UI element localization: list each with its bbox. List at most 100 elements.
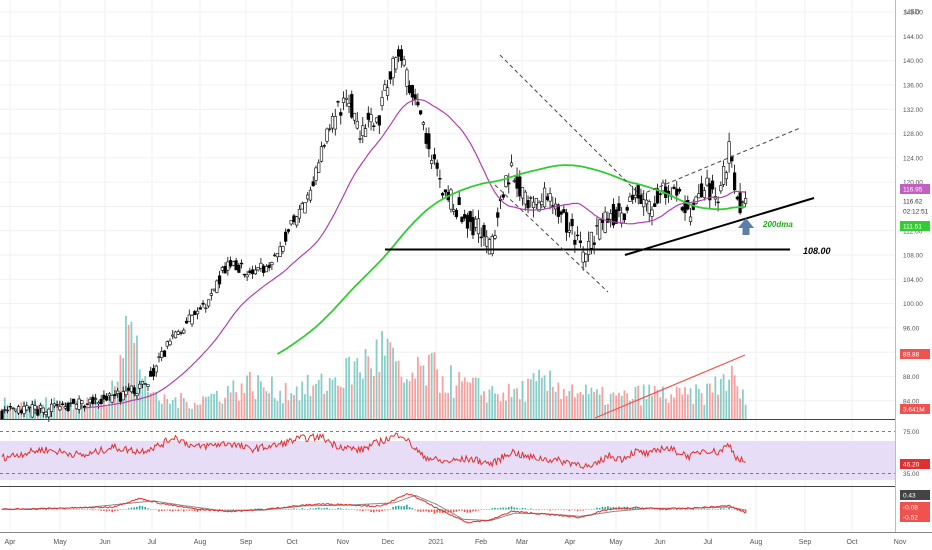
volume-bar — [414, 378, 417, 419]
volume-bar — [717, 394, 719, 419]
candle-body — [195, 310, 200, 315]
volume-bar — [372, 376, 375, 419]
time-tick-label: Jul — [704, 539, 713, 546]
candle-body — [209, 293, 213, 296]
candle-body — [672, 186, 676, 189]
volume-bar — [218, 401, 221, 419]
volume-bar — [298, 400, 301, 419]
candle-body — [22, 405, 26, 414]
volume-bar — [80, 405, 83, 419]
volume-bar — [171, 400, 174, 419]
macd-histogram-bar — [342, 509, 345, 510]
volume-bar — [180, 392, 182, 419]
volume-bar — [408, 381, 411, 419]
candle-body — [380, 97, 384, 106]
candle-body — [410, 85, 414, 98]
candle-body — [581, 251, 585, 263]
rsi-panel — [0, 431, 895, 474]
volume-bar — [232, 380, 235, 419]
macd-histogram-bar — [370, 509, 372, 513]
macd-histogram-bar — [400, 506, 403, 510]
candle-body — [256, 266, 260, 271]
candle-body — [589, 231, 593, 249]
candle-body — [567, 230, 571, 233]
volume-bar — [411, 372, 414, 419]
macd-histogram-bar — [339, 508, 342, 510]
macd-histogram-bar — [229, 509, 232, 511]
macd-histogram-bar — [386, 509, 389, 511]
candle-body — [264, 266, 268, 273]
price-tick-label: 140.00 — [903, 58, 923, 65]
candlesticks — [0, 45, 748, 422]
candle-body — [639, 194, 643, 205]
volume-bar — [571, 384, 574, 419]
time-tick-label: Sep — [240, 539, 253, 546]
macd-histogram-bar — [92, 509, 94, 511]
volume-bar — [259, 381, 262, 419]
candle-body — [449, 189, 453, 210]
volume-bar — [370, 368, 372, 419]
candle-body — [151, 368, 156, 377]
volume-bar — [240, 383, 243, 419]
macd-histogram-bar — [367, 509, 370, 511]
macd-histogram-bar — [417, 509, 419, 512]
time-tick-label: Feb — [475, 539, 487, 546]
candle-body — [347, 103, 351, 107]
volume-bar — [488, 389, 491, 419]
volume-bar — [642, 384, 645, 419]
candle-body — [118, 392, 123, 402]
volume-bar — [472, 377, 474, 419]
volume-bar — [626, 393, 629, 419]
macd-histogram-bar — [158, 509, 160, 512]
volume-bar — [427, 354, 430, 419]
macd-histogram-bar — [543, 509, 546, 510]
volume-bar — [138, 369, 141, 419]
candle-body — [509, 162, 514, 167]
volume-bar — [293, 395, 295, 419]
macd-histogram-bar — [116, 509, 119, 511]
trendline-drawings: 200dma 108.00 — [385, 54, 831, 419]
volume-bar — [664, 398, 667, 419]
price-label-volume-bg — [900, 404, 930, 414]
volume-bar — [675, 386, 678, 419]
candle-body — [548, 193, 552, 202]
time-tick-label: Nov — [337, 539, 350, 546]
candle-body — [727, 141, 731, 164]
macd-histogram-bar — [491, 508, 494, 510]
volume-bar — [700, 393, 703, 419]
volume-bar — [320, 373, 323, 419]
candle-body — [642, 199, 646, 208]
macd-histogram-bar — [251, 509, 254, 511]
time-tick-label: Apr — [565, 539, 577, 546]
macd-histogram-bar — [353, 509, 356, 511]
macd-histogram-bar — [472, 509, 474, 512]
volume-bar — [12, 408, 14, 419]
volume-bar — [502, 392, 505, 419]
candle-body — [41, 407, 45, 413]
volume-bar — [678, 387, 681, 419]
candle-body — [383, 84, 387, 91]
volume-bar — [477, 377, 480, 419]
volume-bar — [64, 402, 67, 419]
volume-bar — [532, 373, 535, 419]
candle-body — [215, 280, 219, 293]
macd-histogram-bar — [667, 509, 670, 510]
macd-histogram-bar — [306, 509, 309, 510]
candle-body — [160, 351, 164, 358]
macd-histogram-bar — [304, 509, 306, 510]
volume-bar — [631, 398, 634, 419]
candle-body — [631, 194, 635, 200]
volume-bar — [14, 409, 17, 419]
rsi-overbought-oversold-band — [0, 441, 895, 480]
volume-bar — [69, 402, 72, 419]
macd-histogram-bar — [557, 509, 560, 510]
candle-body — [485, 236, 489, 247]
volume-bar — [312, 385, 315, 419]
macd-histogram-bar — [191, 509, 193, 511]
candle-body — [5, 409, 10, 412]
macd-histogram-bar — [609, 507, 612, 510]
candle-body — [352, 112, 357, 121]
macd-histogram-bar — [469, 509, 472, 513]
candle-body — [573, 239, 577, 245]
volume-bar — [361, 378, 364, 419]
